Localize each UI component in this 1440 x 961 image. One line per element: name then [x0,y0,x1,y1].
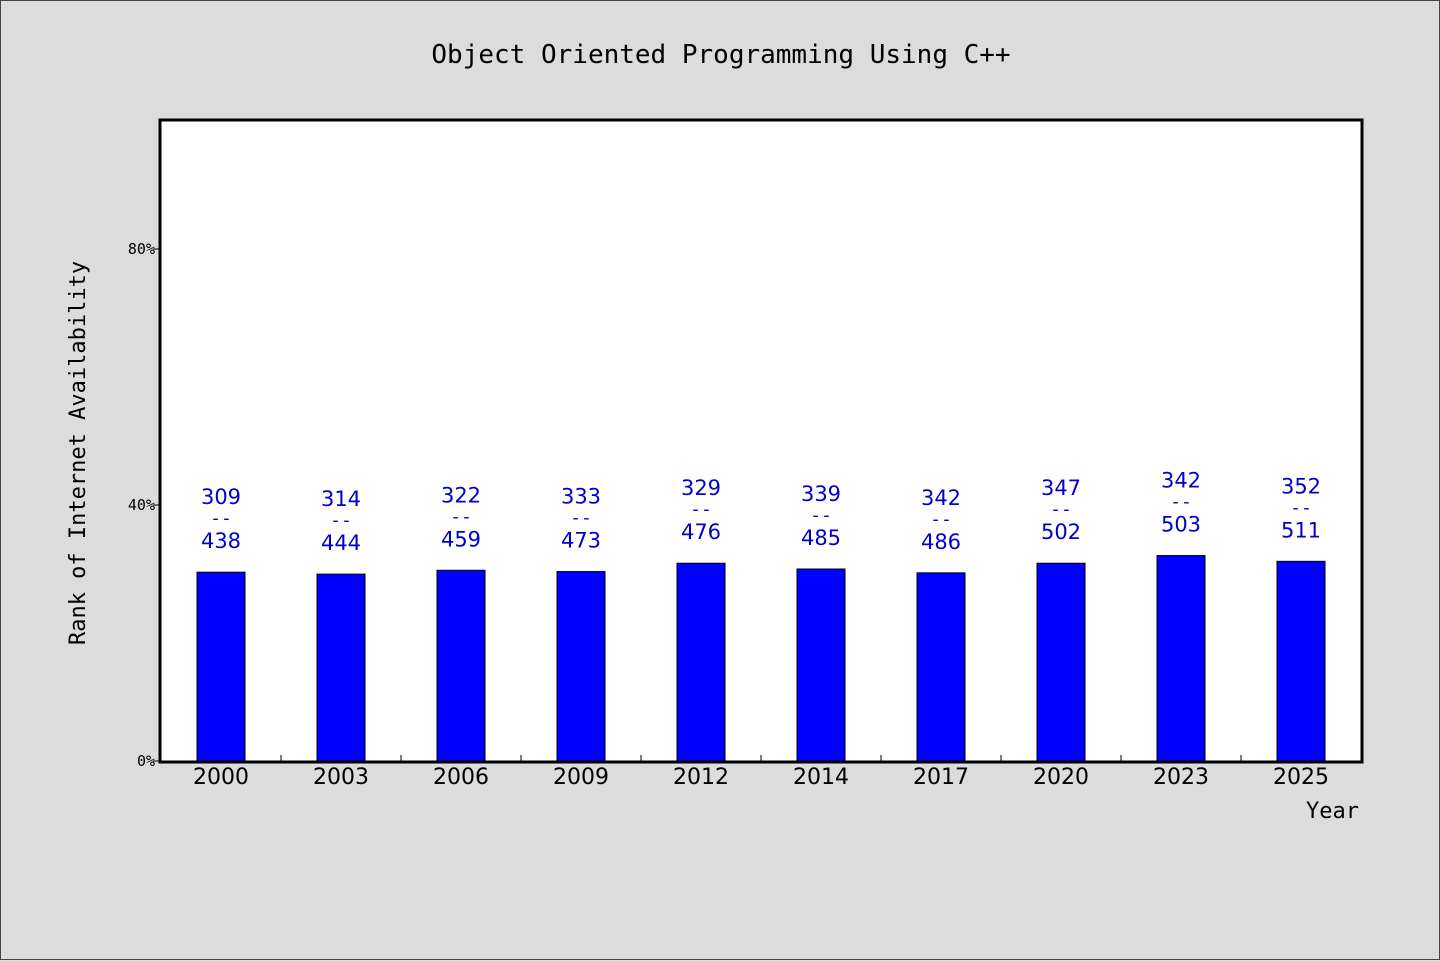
bar-2014 [796,568,846,762]
x-tick-label: 2014 [793,765,849,790]
bar-2009 [556,571,606,762]
bar-label-top: 352 [1281,474,1321,498]
bar-2012 [676,562,726,762]
bar-label-top: 329 [681,476,721,500]
y-tick-label: 0% [137,752,155,770]
x-tick-label: 2012 [673,765,729,790]
bar-label-separator: -- [690,499,712,520]
bar-label-bottom: 444 [321,531,361,555]
bar-label-separator: -- [930,509,952,530]
x-tick-label: 2020 [1033,765,1089,790]
bar-label-bottom: 438 [201,529,241,553]
bar-label-separator: -- [810,505,832,526]
bar-label-bottom: 473 [561,529,601,553]
bar-2025 [1276,560,1326,762]
chart-title: Object Oriented Programming Using C++ [431,40,1010,70]
bar-2006 [436,569,486,762]
x-tick-label: 2023 [1153,765,1209,790]
bar-label-separator: -- [570,508,592,529]
y-tick-label: 80% [128,240,155,258]
x-tick-label: 2017 [913,765,969,790]
bar-label-top: 339 [801,482,841,506]
bar-label-separator: -- [330,510,352,531]
bar-2020 [1036,562,1086,762]
bar-2000 [196,571,246,762]
y-tick-label: 40% [128,496,155,514]
bar-label-bottom: 511 [1281,518,1321,542]
bar-label-top: 333 [561,485,601,509]
y-axis: 0% 40% 80% [128,240,161,770]
y-axis-label: Rank of Internet Availability [66,261,91,645]
x-tick-label: 2000 [193,765,249,790]
x-tick-label: 2003 [313,765,369,790]
bar-label-top: 342 [921,486,961,510]
bar-label-separator: -- [450,506,472,527]
bar-2003 [316,573,366,762]
x-tick-label: 2009 [553,765,609,790]
bar-label-top: 347 [1041,476,1081,500]
bar-label-top: 322 [441,483,481,507]
bar-label-bottom: 459 [441,527,481,551]
bar-label-top: 309 [201,485,241,509]
bar-2017 [916,572,966,762]
bar-label-separator: -- [210,508,232,529]
bar-label-separator: -- [1050,499,1072,520]
x-axis-label: Year [1306,799,1359,824]
bar-2023 [1156,555,1206,762]
bar-label-top: 342 [1161,469,1201,493]
bar-label-bottom: 486 [921,530,961,554]
bar-label-bottom: 503 [1161,513,1201,537]
x-axis: 2000 2003 2006 2009 2012 2014 2017 2020 2023 2025 [193,755,1329,790]
bar-label-bottom: 485 [801,526,841,550]
bar-labels-group: 309--438314--444322--459333--473329--476… [201,469,1321,556]
bar-label-bottom: 476 [681,520,721,544]
bar-label-top: 314 [321,487,361,511]
bar-label-bottom: 502 [1041,520,1081,544]
x-tick-label: 2006 [433,765,489,790]
x-tick-label: 2025 [1273,765,1329,790]
bars-group [196,555,1326,762]
bar-label-separator: -- [1290,497,1312,518]
bar-label-separator: -- [1170,492,1192,513]
